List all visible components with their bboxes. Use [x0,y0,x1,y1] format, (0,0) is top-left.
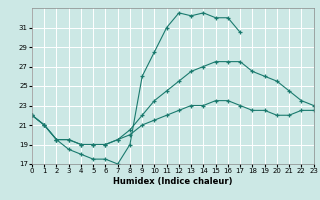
X-axis label: Humidex (Indice chaleur): Humidex (Indice chaleur) [113,177,233,186]
